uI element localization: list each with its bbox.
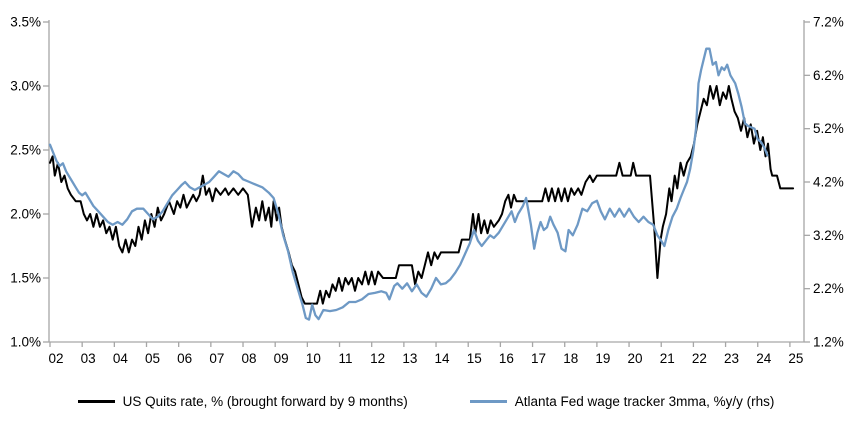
quits-legend-label: US Quits rate, % (brought forward by 9 m…	[122, 394, 408, 409]
legend-item-wage-tracker: Atlanta Fed wage tracker 3mma, %y/y (rhs…	[469, 394, 775, 409]
svg-text:07: 07	[209, 351, 224, 366]
svg-text:08: 08	[242, 351, 257, 366]
svg-text:2.2%: 2.2%	[813, 281, 844, 296]
legend: US Quits rate, % (brought forward by 9 m…	[0, 394, 852, 409]
svg-text:1.2%: 1.2%	[813, 335, 844, 350]
svg-text:19: 19	[595, 351, 610, 366]
quits-line	[49, 85, 795, 305]
x-axis-labels: 02 03 04 05 06 07 08 09 10 11 12 13 14 15 16 17 18 19 20 21…	[48, 342, 803, 366]
svg-text:09: 09	[274, 351, 289, 366]
svg-text:21: 21	[660, 351, 675, 366]
svg-text:15: 15	[467, 351, 482, 366]
svg-text:22: 22	[692, 351, 707, 366]
legend-item-quits: US Quits rate, % (brought forward by 9 m…	[77, 394, 408, 409]
svg-text:2.0%: 2.0%	[10, 207, 41, 222]
svg-text:17: 17	[531, 351, 546, 366]
svg-text:25: 25	[788, 351, 803, 366]
svg-text:1.0%: 1.0%	[10, 335, 41, 350]
svg-text:16: 16	[499, 351, 514, 366]
svg-text:04: 04	[113, 351, 129, 366]
svg-text:18: 18	[563, 351, 578, 366]
svg-text:4.2%: 4.2%	[813, 175, 844, 190]
svg-text:23: 23	[724, 351, 739, 366]
svg-text:1.5%: 1.5%	[10, 271, 41, 286]
svg-text:2.5%: 2.5%	[10, 143, 41, 158]
wage-tracker-line	[48, 47, 769, 321]
svg-text:3.0%: 3.0%	[10, 79, 41, 94]
svg-text:13: 13	[402, 351, 417, 366]
right-axis-labels: 1.2% 2.2% 3.2% 4.2% 5.2% 6.2% 7.2%	[804, 15, 844, 350]
wage-tracker-line-swatch	[469, 400, 507, 403]
svg-text:11: 11	[339, 351, 353, 366]
quits-line-swatch	[77, 400, 115, 403]
svg-text:03: 03	[81, 351, 96, 366]
svg-text:3.5%: 3.5%	[10, 15, 41, 30]
svg-text:3.2%: 3.2%	[813, 228, 844, 243]
axes	[48, 20, 805, 343]
svg-text:5.2%: 5.2%	[813, 121, 844, 136]
wage-tracker-legend-label: Atlanta Fed wage tracker 3mma, %y/y (rhs…	[514, 394, 775, 409]
svg-text:14: 14	[435, 351, 451, 366]
svg-text:05: 05	[145, 351, 160, 366]
left-axis-labels: 1.0% 1.5% 2.0% 2.5% 3.0% 3.5%	[10, 15, 49, 350]
svg-text:24: 24	[756, 351, 772, 366]
svg-text:10: 10	[306, 351, 321, 366]
svg-text:7.2%: 7.2%	[813, 15, 844, 30]
svg-text:02: 02	[48, 351, 63, 366]
svg-text:12: 12	[370, 351, 385, 366]
chart-canvas: 1.0% 1.5% 2.0% 2.5% 3.0% 3.5% 1.2% 2.2% 3.2% 4.2%…	[10, 15, 844, 367]
svg-text:06: 06	[177, 351, 192, 366]
svg-text:20: 20	[628, 351, 643, 366]
svg-text:6.2%: 6.2%	[813, 68, 844, 83]
